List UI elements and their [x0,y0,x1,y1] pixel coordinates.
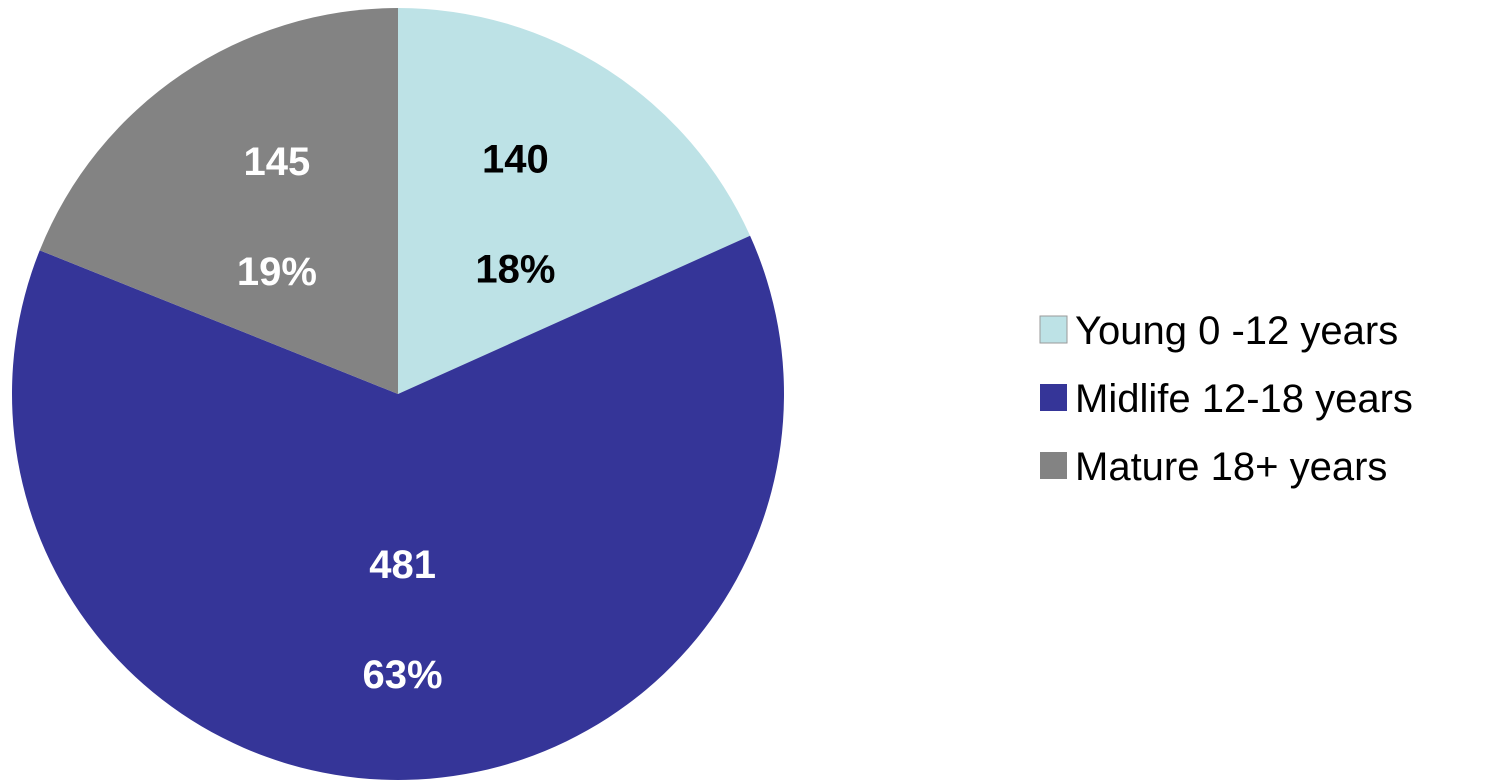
slice-percent-label: 19% [237,250,317,294]
legend-item: Mature 18+ years [1040,445,1387,489]
slice-percent-label: 18% [475,248,555,292]
slice-percent-label: 63% [363,653,443,697]
slice-value-label: 145 [244,140,311,184]
legend-label: Mature 18+ years [1075,445,1387,489]
pie-slice-3 [39,8,398,394]
legend-item: Midlife 12-18 years [1040,377,1413,421]
legend-swatch [1040,452,1067,479]
pie-slice-2 [11,235,784,780]
slice-value-label: 140 [482,138,549,182]
legend-swatch [1040,384,1067,411]
legend-label: Young 0 -12 years [1075,309,1398,353]
pie-slices [11,8,784,780]
slice-value-label: 481 [369,543,436,587]
legend: Young 0 -12 years Midlife 12-18 years Matu… [1039,309,1413,489]
legend-item: Young 0 -12 years [1039,309,1398,353]
legend-label: Midlife 12-18 years [1075,377,1413,421]
pie-slice-1 [398,8,751,394]
slice-labels: 140 18% 481 63% 145 19% [237,138,556,697]
legend-swatch [1039,315,1068,344]
